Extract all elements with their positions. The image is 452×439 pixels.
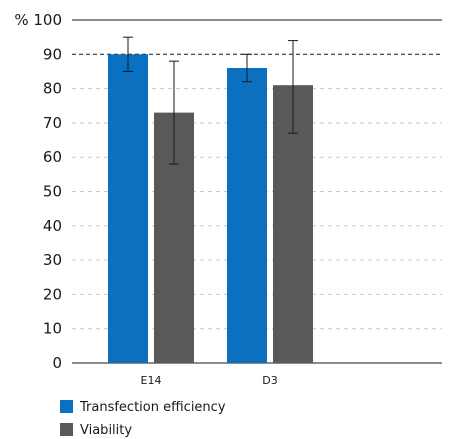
y-tick-label-10: 10: [43, 320, 62, 338]
legend-swatch-1: [60, 423, 73, 436]
error-bars: [123, 36, 298, 165]
x-tick-label-E14: E14: [141, 374, 162, 387]
legend: Transfection efficiency Viability: [60, 400, 226, 438]
y-tick-label-40: 40: [43, 217, 62, 235]
y-tick-label-80: 80: [43, 80, 62, 98]
y-axis: 0 10 20 30 40 50 60 70 80 90 % 100: [14, 11, 62, 372]
y-tick-label-20: 20: [43, 285, 62, 303]
y-tick-label-90: 90: [43, 45, 62, 63]
x-axis-labels: E14 D3: [141, 374, 278, 387]
bars: [108, 54, 313, 364]
y-tick-label-60: 60: [43, 148, 62, 166]
y-tick-label-30: 30: [43, 251, 62, 269]
legend-label-1: Viability: [80, 423, 132, 438]
x-tick-label-D3: D3: [262, 374, 277, 387]
y-tick-label-0: 0: [52, 354, 62, 372]
y-tick-label-100: % 100: [14, 11, 62, 29]
bar-D3-transfection-efficiency: [227, 68, 267, 364]
legend-swatch-0: [60, 400, 73, 413]
bar-E14-transfection-efficiency: [108, 54, 148, 364]
y-tick-label-50: 50: [43, 183, 62, 201]
legend-label-0: Transfection efficiency: [79, 400, 226, 415]
y-tick-label-70: 70: [43, 114, 62, 132]
